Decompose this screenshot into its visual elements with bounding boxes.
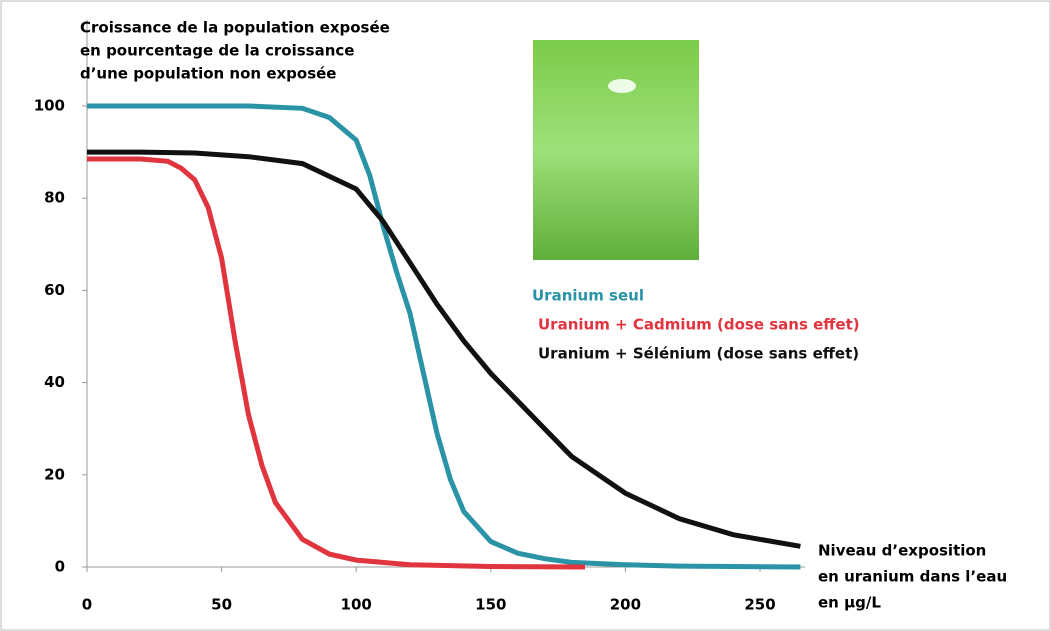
legend-label: Uranium + Sélénium (dose sans effet) — [538, 345, 859, 363]
y-tick-label: 20 — [44, 465, 65, 483]
x-tick-label: 200 — [610, 596, 641, 614]
y-axis-label: d’une population non exposée — [80, 65, 336, 83]
y-axis-label: Croissance de la population exposée — [80, 19, 390, 37]
y-axis-label: en pourcentage de la croissance — [80, 42, 354, 60]
legend-label: Uranium seul — [532, 287, 644, 305]
y-tick-label: 40 — [44, 373, 65, 391]
x-tick-label: 50 — [211, 596, 232, 614]
legend-label: Uranium + Cadmium (dose sans effet) — [538, 316, 860, 334]
frame — [1, 1, 1050, 630]
photo-detail — [608, 79, 636, 93]
y-tick-label: 0 — [55, 558, 65, 576]
chart: 0 20 40 60 80 100 0 50 100 150 200 250 Croissance de… — [0, 0, 1051, 631]
x-axis-label: Niveau d’exposition — [818, 542, 986, 560]
x-axis-label: en uranium dans l’eau — [818, 568, 1007, 586]
x-tick-label: 0 — [82, 596, 92, 614]
x-tick-label: 100 — [341, 596, 372, 614]
x-axis-label: en µg/L — [818, 594, 881, 612]
y-tick-label: 100 — [34, 97, 65, 115]
photo — [533, 40, 699, 260]
x-tick-label: 150 — [475, 596, 506, 614]
y-tick-label: 60 — [44, 281, 65, 299]
x-tick-label: 250 — [744, 596, 775, 614]
y-tick-label: 80 — [44, 189, 65, 207]
